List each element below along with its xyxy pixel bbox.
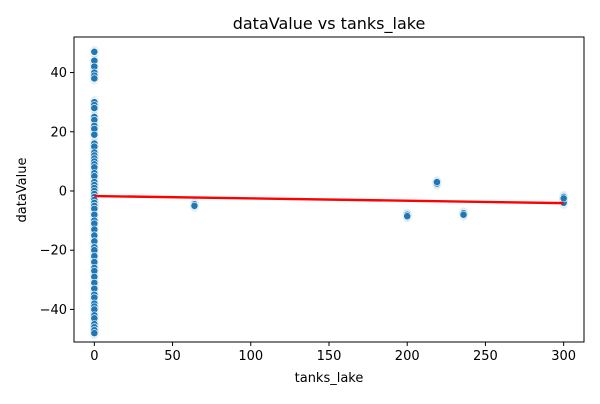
x-axis-label: tanks_lake <box>295 371 364 386</box>
data-point <box>403 212 412 221</box>
data-point <box>433 178 441 186</box>
data-point <box>559 194 568 203</box>
y-tick-label: −20 <box>40 244 67 259</box>
data-point <box>90 104 99 112</box>
y-tick-label: 20 <box>50 125 67 140</box>
data-point <box>190 201 199 210</box>
y-tick-label: 40 <box>50 66 67 81</box>
chart-title: dataValue vs tanks_lake <box>233 14 426 34</box>
y-tick-label: 0 <box>59 184 67 199</box>
trend-line <box>94 194 564 205</box>
x-tick-label: 250 <box>473 349 498 364</box>
y-tick-label: −40 <box>40 303 67 318</box>
data-points <box>90 47 568 338</box>
data-point <box>90 74 99 83</box>
y-axis-label: dataValue <box>15 158 30 223</box>
data-point <box>459 210 468 219</box>
x-tick-label: 100 <box>238 349 263 364</box>
data-point <box>90 47 99 56</box>
x-tick-label: 150 <box>317 349 342 364</box>
data-point <box>90 329 99 338</box>
x-tick-label: 50 <box>164 349 181 364</box>
trend-line-layer <box>94 194 564 205</box>
data-point <box>90 130 99 139</box>
x-axis-ticks: 0 50 100 150 200 250 300 <box>90 342 576 364</box>
x-tick-label: 300 <box>551 349 576 364</box>
y-axis-ticks: −40 −20 0 20 40 <box>40 66 74 318</box>
x-tick-label: 200 <box>395 349 420 364</box>
x-tick-label: 0 <box>90 349 98 364</box>
